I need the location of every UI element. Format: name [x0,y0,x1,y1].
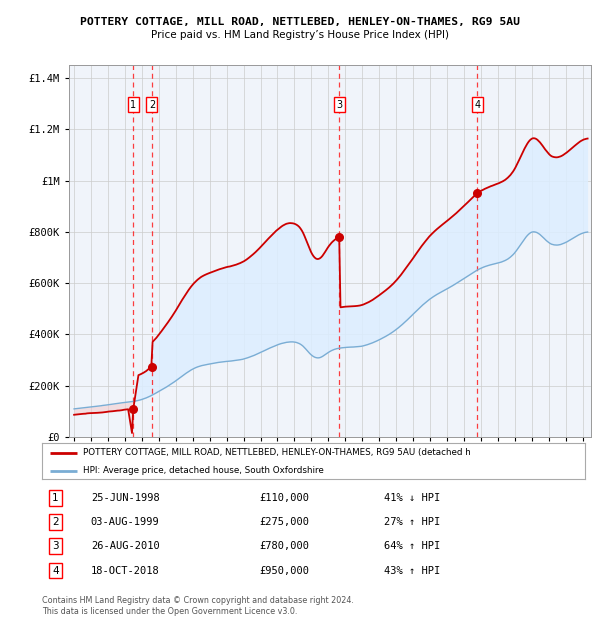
Text: £950,000: £950,000 [259,565,309,575]
Text: POTTERY COTTAGE, MILL ROAD, NETTLEBED, HENLEY-ON-THAMES, RG9 5AU: POTTERY COTTAGE, MILL ROAD, NETTLEBED, H… [80,17,520,27]
Text: £110,000: £110,000 [259,493,309,503]
Text: 2: 2 [149,100,155,110]
Text: 25-JUN-1998: 25-JUN-1998 [91,493,160,503]
Text: POTTERY COTTAGE, MILL ROAD, NETTLEBED, HENLEY-ON-THAMES, RG9 5AU (detached h: POTTERY COTTAGE, MILL ROAD, NETTLEBED, H… [83,448,470,457]
Text: 4: 4 [475,100,481,110]
Text: 1: 1 [130,100,136,110]
Text: 3: 3 [336,100,343,110]
Text: Price paid vs. HM Land Registry’s House Price Index (HPI): Price paid vs. HM Land Registry’s House … [151,30,449,40]
Text: 2: 2 [52,517,59,527]
Text: 26-AUG-2010: 26-AUG-2010 [91,541,160,551]
Text: 4: 4 [52,565,59,575]
Text: 64% ↑ HPI: 64% ↑ HPI [384,541,440,551]
Text: 03-AUG-1999: 03-AUG-1999 [91,517,160,527]
Text: 18-OCT-2018: 18-OCT-2018 [91,565,160,575]
Text: 27% ↑ HPI: 27% ↑ HPI [384,517,440,527]
Text: £275,000: £275,000 [259,517,309,527]
Text: £780,000: £780,000 [259,541,309,551]
Text: 3: 3 [52,541,59,551]
Text: 1: 1 [52,493,59,503]
Text: 43% ↑ HPI: 43% ↑ HPI [384,565,440,575]
Text: Contains HM Land Registry data © Crown copyright and database right 2024.
This d: Contains HM Land Registry data © Crown c… [42,596,354,616]
Text: HPI: Average price, detached house, South Oxfordshire: HPI: Average price, detached house, Sout… [83,466,323,475]
Text: 41% ↓ HPI: 41% ↓ HPI [384,493,440,503]
